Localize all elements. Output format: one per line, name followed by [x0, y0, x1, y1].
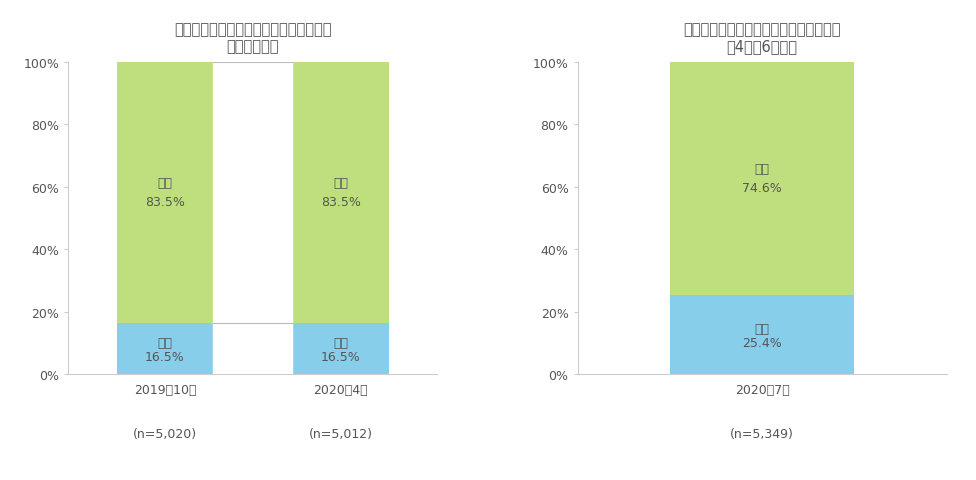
Bar	[670, 295, 854, 374]
Text: ない: ない	[754, 163, 770, 176]
Bar	[117, 323, 214, 374]
Bar	[293, 62, 389, 323]
Text: 83.5%: 83.5%	[145, 195, 184, 208]
Bar	[670, 62, 854, 295]
Text: (n=5,349): (n=5,349)	[730, 427, 794, 440]
Text: ある: ある	[157, 336, 173, 349]
Title: リモートコミュニケーションの利用経験
（これまで）: リモートコミュニケーションの利用経験 （これまで）	[174, 22, 332, 54]
Text: ある: ある	[333, 336, 348, 349]
Text: ある: ある	[754, 323, 770, 336]
Title: リモートコミュニケーションの利用経験
（4月〜6月末）: リモートコミュニケーションの利用経験 （4月〜6月末）	[683, 22, 841, 54]
Text: 16.5%: 16.5%	[145, 350, 184, 363]
Text: (n=5,020): (n=5,020)	[133, 427, 197, 440]
Bar	[293, 323, 389, 374]
Text: 83.5%: 83.5%	[321, 195, 361, 208]
Text: 16.5%: 16.5%	[321, 350, 360, 363]
Text: 74.6%: 74.6%	[743, 181, 782, 194]
Text: 25.4%: 25.4%	[743, 336, 782, 349]
Bar	[214, 62, 293, 374]
Text: ない: ない	[333, 177, 348, 190]
Text: (n=5,012): (n=5,012)	[308, 427, 373, 440]
Bar	[117, 62, 214, 323]
Text: ない: ない	[157, 177, 173, 190]
